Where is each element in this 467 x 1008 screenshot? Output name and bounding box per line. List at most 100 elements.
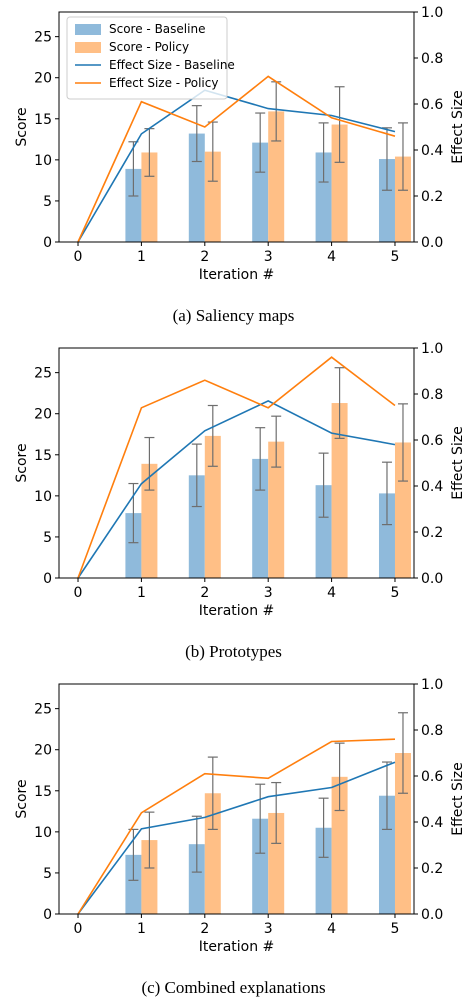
x-tick-label-5: 5 [391,921,400,937]
legend-item-1-swatch [75,42,101,53]
y2-tick-label-1.0: 1.0 [421,341,443,357]
baseline-bar-1 [125,168,142,242]
baseline-bar-3 [252,458,269,578]
chart-b: 0 1 2 3 4 5 0 5 10 15 20 25 0.0 0.2 0.4 0.6 0.8 1.0 Iterat… [14,341,466,619]
baseline-bar-5 [378,493,395,578]
y-tick-label-5: 5 [43,866,52,882]
x-tick-label-4: 4 [327,585,336,601]
policy-bar-1 [141,152,158,242]
y-tick-label-5: 5 [43,194,52,210]
baseline-bar-1 [125,513,142,578]
policy-effect-size-line [77,356,396,579]
y2-tick-label-1.0: 1.0 [421,5,443,21]
chart-caption-a: (a) Saliency maps [172,306,295,325]
x-tick-label-5: 5 [391,249,400,265]
policy-bar-4 [331,776,348,914]
baseline-bar-3 [252,142,269,242]
baseline-bar-2 [188,844,205,914]
y-tick-label-20: 20 [34,743,52,759]
y-tick-label-0: 0 [43,907,52,923]
y2-tick-label-0.4: 0.4 [421,479,443,495]
x-tick-label-2: 2 [200,249,209,265]
x-tick-label-1: 1 [137,249,146,265]
x-tick-label-2: 2 [200,921,209,937]
y-tick-label-10: 10 [34,489,52,505]
chart-panel-c: 0 1 2 3 4 5 0 5 10 15 20 25 0.0 0.2 0.4 0.6 0.8 1.0 Iterat… [0,672,467,1008]
y-tick-label-25: 25 [34,30,52,46]
y2-tick-label-0.4: 0.4 [421,815,443,831]
chart-a: 0 1 2 3 4 5 0 5 10 15 20 25 0.0 0.2 0.4 0.6 0.8 1.0 Iterat… [14,5,466,283]
policy-bar-3 [268,111,285,243]
x-tick-label-5: 5 [391,585,400,601]
policy-bar-5 [394,442,411,578]
legend-item-0-label: Score - Baseline [109,22,205,36]
y2-tick-label-0.0: 0.0 [421,571,443,587]
policy-bar-1 [141,463,158,578]
baseline-bar-1 [125,854,142,914]
y-tick-label-0: 0 [43,571,52,587]
y2-tick-label-0.8: 0.8 [421,387,443,403]
baseline-bar-5 [378,159,395,242]
x-tick-label-4: 4 [327,249,336,265]
y-tick-label-15: 15 [34,784,52,800]
y2-tick-label-0.2: 0.2 [421,861,443,877]
baseline-bar-3 [252,818,269,914]
x-tick-label-1: 1 [137,921,146,937]
plot-frame [58,683,415,915]
baseline-bar-2 [188,133,205,242]
y-axis-label: Score [14,107,30,146]
x-tick-label-3: 3 [264,921,273,937]
policy-effect-size-line [77,75,396,243]
y2-tick-label-0.0: 0.0 [421,907,443,923]
plot-frame [58,347,415,579]
legend-item-2-label: Effect Size - Baseline [109,58,235,72]
baseline-bar-2 [188,475,205,578]
y2-tick-label-0.8: 0.8 [421,723,443,739]
x-tick-label-0: 0 [74,921,83,937]
y2-tick-label-0.4: 0.4 [421,143,443,159]
y-tick-label-20: 20 [34,407,52,423]
y-axis-label: Score [14,443,30,482]
x-tick-label-3: 3 [264,585,273,601]
policy-bar-3 [268,812,285,914]
baseline-effect-size-line [77,400,396,579]
x-tick-label-2: 2 [200,585,209,601]
legend-box [66,16,228,100]
y-tick-label-5: 5 [43,530,52,546]
x-tick-label-0: 0 [74,585,83,601]
legend-item-0-swatch [75,24,101,35]
baseline-bar-4 [315,152,332,242]
legend-item-3-label: Effect Size - Policy [109,76,218,90]
x-axis-label: Iteration # [199,939,275,955]
policy-bar-5 [394,156,411,242]
y2-tick-label-0.6: 0.6 [421,769,443,785]
x-tick-label-4: 4 [327,921,336,937]
y-tick-label-0: 0 [43,235,52,251]
baseline-bar-5 [378,795,395,914]
policy-bar-2 [204,793,221,914]
y2-tick-label-0.0: 0.0 [421,235,443,251]
y2-tick-label-0.8: 0.8 [421,51,443,67]
y-tick-label-20: 20 [34,71,52,87]
x-tick-label-1: 1 [137,585,146,601]
baseline-bar-4 [315,485,332,578]
y-tick-label-25: 25 [34,702,52,718]
y-tick-label-25: 25 [34,366,52,382]
y2-tick-label-1.0: 1.0 [421,677,443,693]
policy-bar-2 [204,435,221,578]
x-tick-label-0: 0 [74,249,83,265]
policy-bar-1 [141,840,158,914]
baseline-effect-size-line [77,761,396,915]
x-axis-label: Iteration # [199,267,275,283]
y2-tick-label-0.2: 0.2 [421,525,443,541]
policy-bar-3 [268,441,285,578]
x-tick-label-3: 3 [264,249,273,265]
chart-panel-b: 0 1 2 3 4 5 0 5 10 15 20 25 0.0 0.2 0.4 0.6 0.8 1.0 Iterat… [0,336,467,672]
y-axis-label: Score [14,779,30,818]
x-axis-label: Iteration # [199,603,275,619]
chart-panel-a: 0 1 2 3 4 5 0 5 10 15 20 25 0.0 0.2 0.4 0.6 0.8 1.0 Iterat… [0,0,467,336]
policy-bar-4 [331,403,348,578]
y2-axis-label: Effect Size [450,762,466,835]
chart-c: 0 1 2 3 4 5 0 5 10 15 20 25 0.0 0.2 0.4 0.6 0.8 1.0 Iterat… [14,677,466,955]
legend-item-1-label: Score - Policy [109,40,189,54]
